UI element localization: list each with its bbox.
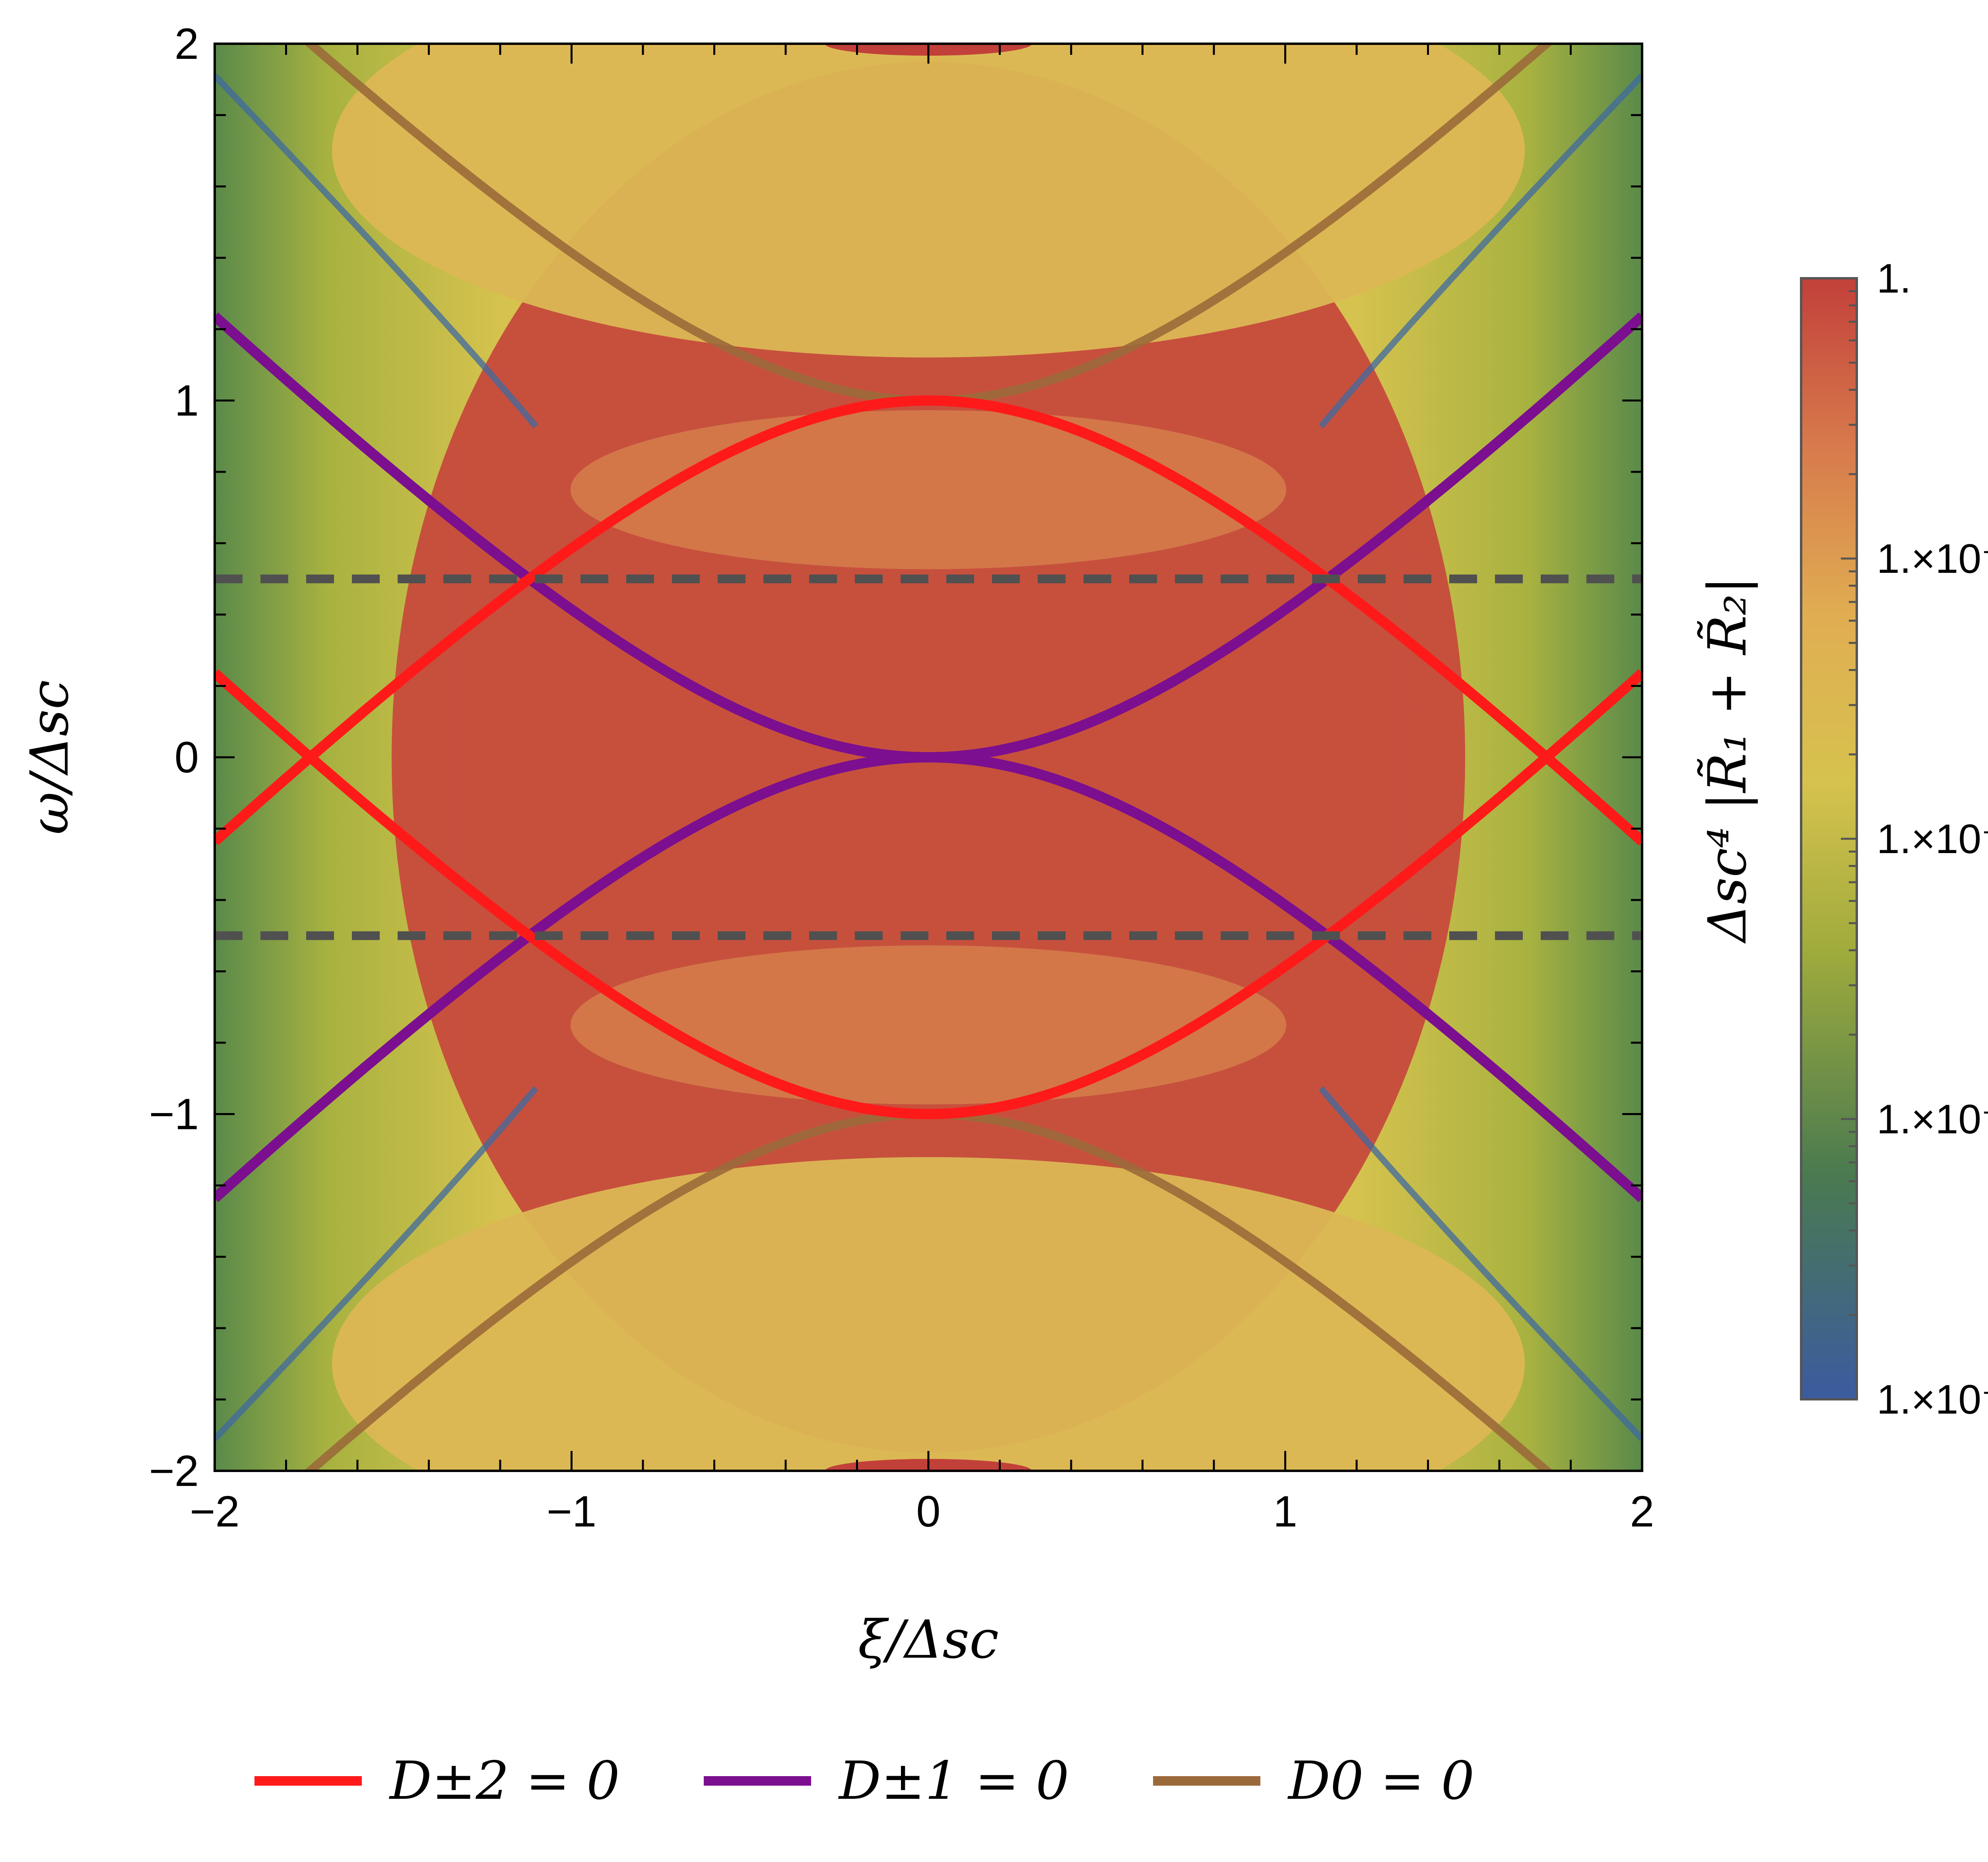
y-tick-label: −1	[149, 1090, 199, 1139]
y-tick-label: 2	[175, 19, 199, 68]
legend: D±2 = 0 D±1 = 0 D0 = 0	[254, 1750, 1474, 1812]
streak-br	[1318, 1086, 1642, 1441]
streak-tl	[215, 73, 538, 429]
x-tick-label: −1	[547, 1487, 596, 1536]
colorbar-tick-label: 1.×10⁻²	[1877, 816, 1988, 862]
colorbar-tick-label: 1.×10⁻⁴	[1877, 1377, 1988, 1423]
streak-tr	[1318, 73, 1642, 429]
colorbar: 1. 1.×10⁻¹ 1.×10⁻² 1.×10⁻³ 1.×10⁻⁴ Δsc⁴ |R̃₁…	[1697, 256, 1988, 1423]
y-axis-title-text: ω/Δsc	[19, 680, 80, 834]
y-tick-label: 0	[175, 733, 199, 782]
d2-curve-lower	[215, 669, 1642, 1119]
axis-tick-labels: −2 −1 0 1 2 −2 −1 0 1 2	[149, 19, 1654, 1536]
legend-label-2: D0 = 0	[1287, 1750, 1474, 1812]
x-tick-label: 1	[1273, 1487, 1297, 1536]
curves-layer	[215, 44, 1642, 1471]
heatmap-area	[215, 44, 1642, 1471]
colorbar-tick-label: 1.×10⁻³	[1877, 1096, 1988, 1142]
x-tick-label: −2	[190, 1487, 239, 1536]
d1-curve-lower	[215, 752, 1642, 1203]
heatmap-band-upper	[571, 410, 1286, 569]
y-tick-label: −2	[149, 1447, 199, 1495]
d2-curve-upper	[215, 395, 1642, 846]
legend-label-0: D±2 = 0	[389, 1750, 620, 1812]
x-tick-label: 0	[916, 1487, 940, 1536]
x-axis-title: ξ/Δsc	[858, 1609, 999, 1670]
colorbar-tick-labels: 1. 1.×10⁻¹ 1.×10⁻² 1.×10⁻³ 1.×10⁻⁴	[1877, 256, 1988, 1423]
legend-label-1: D±1 = 0	[838, 1750, 1069, 1812]
heatmap-bands	[215, 44, 1642, 1471]
x-tick-label: 2	[1630, 1487, 1654, 1536]
colorbar-title: Δsc⁴ |R̃₁ + R̃₂|	[1697, 576, 1758, 944]
x-axis-title-text: ξ/Δsc	[858, 1609, 999, 1670]
colorbar-tick-label: 1.	[1877, 256, 1911, 302]
heatmap-band-lower	[571, 945, 1286, 1105]
colorbar-ticks	[1841, 277, 1857, 1400]
colorbar-title-text: Δsc⁴ |R̃₁ + R̃₂|	[1697, 576, 1758, 944]
axis-ticks	[214, 43, 1643, 1472]
y-axis-title: ω/Δsc	[19, 680, 80, 834]
streak-bl	[215, 1086, 538, 1441]
colorbar-tick-label: 1.×10⁻¹	[1877, 536, 1988, 582]
heatmap-cap-top	[332, 44, 1525, 358]
heatmap-cap-bottom	[332, 1157, 1525, 1471]
y-tick-label: 1	[175, 376, 199, 425]
